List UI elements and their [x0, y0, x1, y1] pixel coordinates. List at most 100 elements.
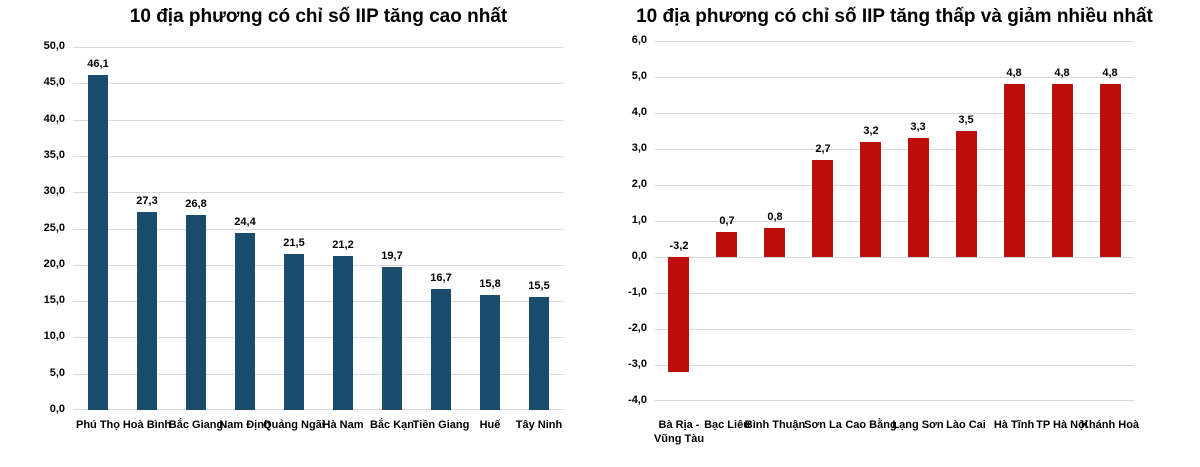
bar-value-label: 3,5	[958, 114, 974, 126]
plot-area: -3,2 0,7 0,8 2,7 3,2 3,3 3,5 4,8 4,8 4,8	[655, 41, 1134, 401]
y-axis-label: 1,0	[631, 214, 647, 226]
x-axis-label: Tây Ninh	[515, 419, 563, 431]
x-axis-label: Bắc Giang	[168, 419, 224, 431]
y-axis-label: 20,0	[43, 258, 65, 270]
plot-area: 46,1 27,3 26,8 24,4 21,5 21,2 19,7 16,7 15,8 15,5	[73, 47, 564, 410]
bar	[668, 257, 689, 372]
bar-value-label: 15,5	[528, 280, 550, 292]
x-axis-label: Bà Rịa - Vũng Tàu	[653, 419, 705, 445]
bar	[1100, 84, 1121, 257]
gridline	[655, 365, 1134, 366]
x-axis-label: Hà Tĩnh	[993, 419, 1035, 431]
bar	[529, 297, 549, 410]
y-axis-label: 50,0	[43, 40, 65, 52]
x-axis-label: Phú Thọ	[76, 419, 120, 431]
y-axis-label: 5,0	[49, 367, 65, 379]
bar-value-label: 24,4	[234, 216, 256, 228]
bar-value-label: 16,7	[430, 272, 452, 284]
y-axis-label: 5,0	[631, 70, 647, 82]
bar	[382, 267, 402, 410]
y-axis-label: 10,0	[43, 330, 65, 342]
gridline	[655, 329, 1134, 330]
gridline	[655, 293, 1134, 294]
chart-title: 10 địa phương có chỉ số IIP tăng thấp và…	[636, 6, 1153, 28]
bar	[235, 233, 255, 410]
gridline	[73, 156, 564, 157]
bar-value-label: 21,2	[332, 239, 354, 251]
y-axis-label: -2,0	[628, 322, 647, 334]
bar	[1052, 84, 1073, 257]
bar-value-label: 27,3	[136, 195, 158, 207]
gridline	[73, 120, 564, 121]
y-axis-label: -4,0	[628, 394, 647, 406]
gridline	[655, 41, 1134, 42]
gridline	[73, 265, 564, 266]
x-axis-label: Hà Nam	[322, 419, 364, 431]
x-axis: Bà Rịa - Vũng Tàu Bạc Liêu Bình Thuận Sơn L…	[600, 418, 1200, 464]
bar-value-label: 4,8	[1054, 67, 1070, 79]
x-axis-label: Sơn La	[804, 419, 842, 431]
x-axis: Phú Thọ Hoà Bình Bắc Giang Nam Định Quảng Ng…	[0, 418, 600, 464]
x-axis-label: Cao Bằng	[845, 419, 897, 431]
bar	[88, 75, 108, 410]
chart-title-text: 10 địa phương có chỉ số IIP tăng thấp và…	[636, 6, 1153, 27]
gridline	[655, 221, 1134, 222]
bar	[333, 256, 353, 410]
x-axis-label: Bình Thuận	[744, 419, 806, 431]
bar-value-label: 3,2	[863, 125, 879, 137]
bar-value-label: 46,1	[87, 58, 109, 70]
chart-title: 10 địa phương có chỉ số IIP tăng cao nhấ…	[73, 6, 564, 28]
x-axis-label: Hoà Bình	[122, 419, 172, 431]
bar	[908, 138, 929, 257]
x-axis-label: Nam Định	[219, 419, 271, 431]
x-axis-label: TP Hà Nội	[1036, 419, 1088, 431]
bar-value-label: 2,7	[815, 143, 831, 155]
bar	[431, 289, 451, 410]
bar	[812, 160, 833, 257]
y-axis-label: 45,0	[43, 76, 65, 88]
y-axis-label: 4,0	[631, 106, 647, 118]
y-axis-label: 6,0	[631, 34, 647, 46]
bar-value-label: 21,5	[283, 237, 305, 249]
x-axis-label: Bắc Kạn	[369, 419, 415, 431]
gridline	[73, 47, 564, 48]
y-axis-label: 25,0	[43, 222, 65, 234]
bar	[716, 232, 737, 257]
x-axis-label: Lào Cai	[946, 419, 986, 431]
bar-value-label: 0,7	[719, 215, 735, 227]
bar	[480, 295, 500, 410]
x-axis-label: Quảng Ngãi	[263, 419, 325, 431]
y-axis-label: 0,0	[49, 403, 65, 415]
bar-value-label: 4,8	[1006, 67, 1022, 79]
gridline	[655, 149, 1134, 150]
x-axis-label: Khánh Hoà	[1080, 419, 1140, 431]
bar-value-label: 0,8	[767, 211, 783, 223]
bar	[956, 131, 977, 257]
gridline	[73, 301, 564, 302]
gridline	[655, 185, 1134, 186]
bar-value-label: -3,2	[669, 240, 689, 252]
y-axis-label: 15,0	[43, 294, 65, 306]
bar-value-label: 3,3	[910, 121, 926, 133]
chart-iip-low-and-decrease: 10 địa phương có chỉ số IIP tăng thấp và…	[600, 0, 1200, 467]
gridline	[655, 77, 1134, 78]
y-axis-label: 40,0	[43, 113, 65, 125]
gridline	[73, 192, 564, 193]
y-axis-label: 30,0	[43, 185, 65, 197]
gridline	[73, 337, 564, 338]
x-axis-label: Tiền Giang	[412, 419, 470, 431]
bar-value-label: 26,8	[185, 198, 207, 210]
chart-iip-top-increase: 10 địa phương có chỉ số IIP tăng cao nhấ…	[0, 6, 600, 464]
bar	[1004, 84, 1025, 257]
y-axis-label: 3,0	[631, 142, 647, 154]
chart-title-text: 10 địa phương có chỉ số IIP tăng cao nhấ…	[129, 6, 508, 27]
gridline	[655, 400, 1134, 401]
bar	[186, 215, 206, 410]
y-axis-label: -3,0	[628, 358, 647, 370]
gridline	[655, 257, 1134, 258]
bar-value-label: 15,8	[479, 278, 501, 290]
y-axis-label: 0,0	[631, 250, 647, 262]
y-axis-label: 35,0	[43, 149, 65, 161]
bar-value-label: 19,7	[381, 250, 403, 262]
